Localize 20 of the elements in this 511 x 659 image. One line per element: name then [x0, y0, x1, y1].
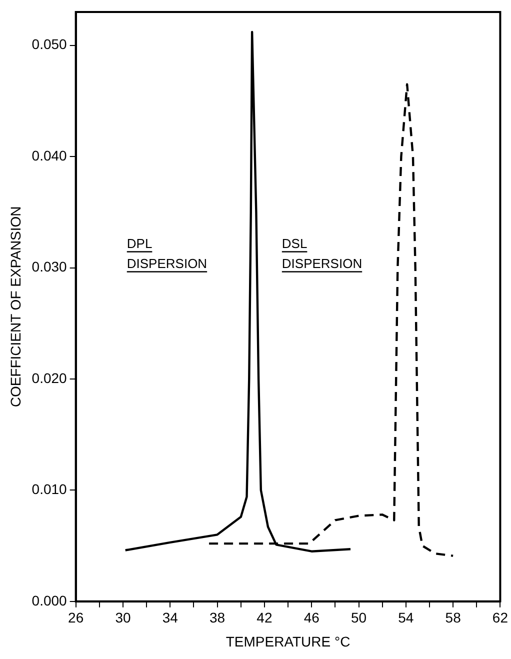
annotation: DPL DISPERSION [126, 236, 208, 271]
y-tick-label: 0.030 [32, 258, 68, 275]
y-tick-label: 0.010 [32, 481, 68, 498]
x-tick-label: 26 [68, 610, 84, 626]
x-axis-title: TEMPERATURE °C [226, 633, 350, 650]
y-tick-label: 0.050 [32, 36, 68, 52]
x-tick-label: 54 [398, 610, 414, 626]
x-tick-label: 30 [115, 610, 131, 626]
x-tick-label: 38 [210, 610, 226, 626]
y-axis-title: COEFFICIENT OF EXPANSION [7, 206, 24, 408]
y-tick-label: 0.000 [32, 592, 68, 608]
annotation: DSL DISPERSION [282, 236, 362, 271]
x-tick-label: 50 [350, 610, 367, 626]
x-tick-label: 62 [492, 610, 508, 626]
y-tick-label: 0.020 [32, 370, 68, 386]
x-tick-label: 58 [445, 610, 462, 626]
x-tick-label: 42 [256, 610, 272, 626]
x-tick-label: 34 [162, 610, 178, 626]
y-tick-label: 0.040 [32, 147, 68, 164]
x-tick-label: 46 [304, 610, 320, 626]
